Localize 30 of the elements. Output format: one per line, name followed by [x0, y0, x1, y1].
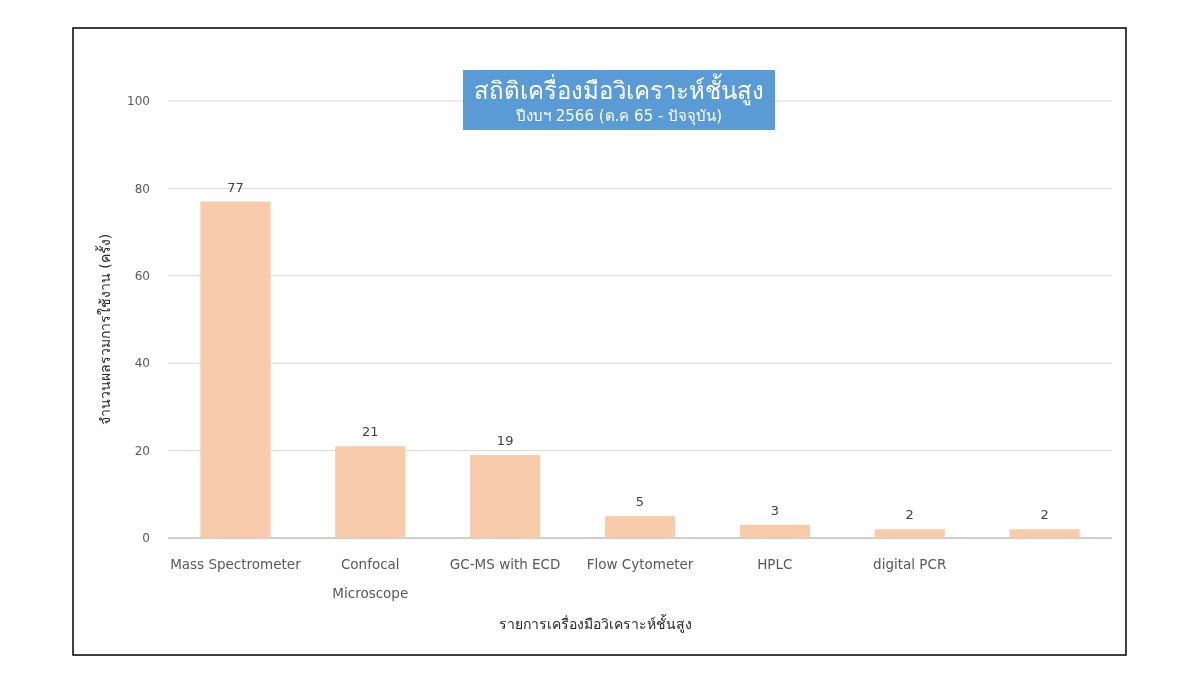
data-label: 21	[362, 424, 379, 440]
data-label: 77	[227, 179, 244, 195]
y-tick-label: 80	[134, 181, 150, 196]
y-tick-label: 20	[134, 443, 150, 458]
x-tick-label: GC-MS with ECD	[449, 556, 561, 572]
data-label: 2	[1040, 507, 1049, 523]
bar	[470, 454, 541, 538]
x-tick-label: HPLC	[757, 556, 793, 572]
bar	[1009, 529, 1080, 538]
chart-title: สถิติเครื่องมือวิเคราะห์ชั้นสูง	[474, 73, 764, 106]
x-tick-label: Flow Cytometer	[586, 556, 694, 572]
bar	[874, 529, 945, 538]
x-tick-label: Mass Spectrometer	[170, 556, 302, 572]
chart-subtitle: ปีงบฯ 2566 (ต.ค 65 - ปัจจุบัน)	[515, 107, 722, 126]
bar	[739, 524, 810, 538]
bar	[604, 516, 676, 538]
data-label: 5	[635, 494, 645, 510]
y-tick-label: 60	[134, 269, 150, 283]
y-tick-label: 40	[134, 356, 150, 371]
x-axis-title: รายการเครื่องมือวิเคราะห์ชั้นสูง	[498, 614, 692, 633]
bar	[200, 201, 271, 538]
y-tick-label: 100	[127, 94, 150, 109]
x-tick-label: digital PCR	[873, 556, 947, 572]
data-label: 2	[905, 507, 914, 523]
data-label: 19	[496, 432, 514, 448]
x-tick-label: Confocal Microscope	[332, 556, 409, 601]
bar	[335, 446, 406, 538]
y-tick-label: 0	[142, 531, 150, 546]
data-label: 3	[770, 502, 779, 518]
y-axis-title: จำนวนผลรวมการใช้งาน (ครั้ง)	[95, 233, 113, 426]
